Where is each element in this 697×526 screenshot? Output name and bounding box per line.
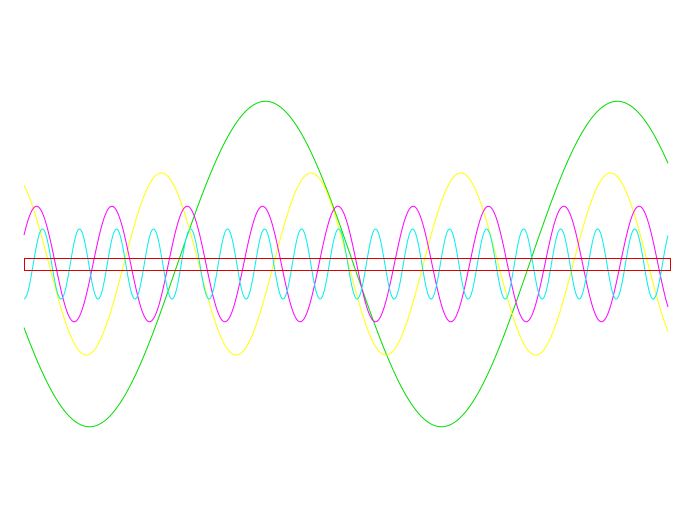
series-line-1 — [23, 100, 669, 428]
series-line-4 — [23, 228, 669, 300]
series-layer — [23, 100, 669, 428]
series-line-2 — [23, 172, 669, 356]
series-line-3 — [23, 205, 669, 323]
center-band — [24, 258, 671, 271]
